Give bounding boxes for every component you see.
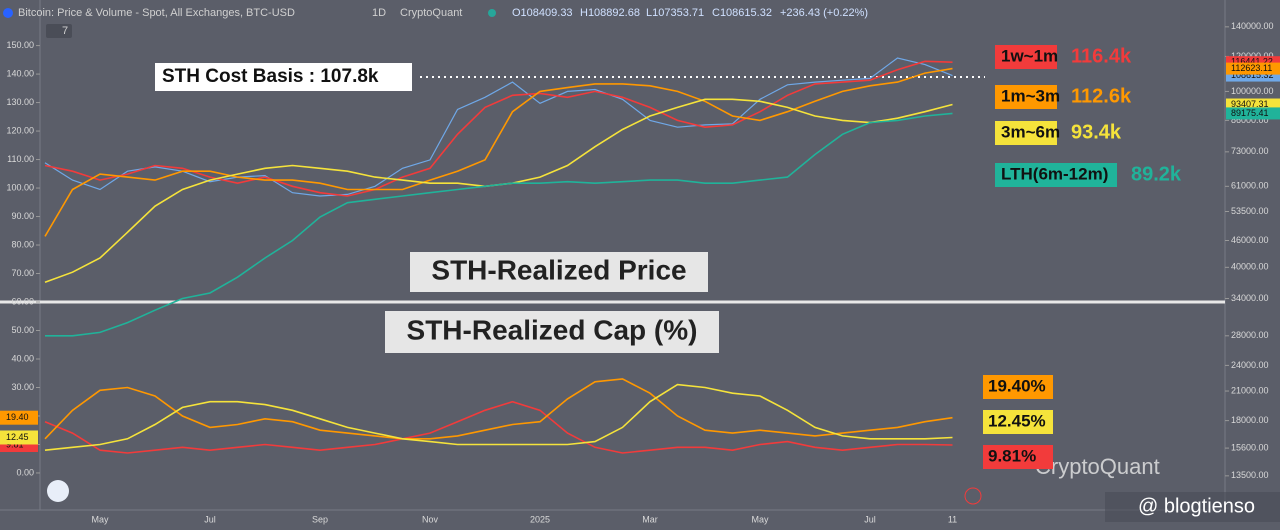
y-tick-label: 80.00 bbox=[11, 239, 34, 249]
cost-basis-label: STH Cost Basis : 107.8k bbox=[162, 66, 379, 87]
price-title: STH-Realized Price bbox=[431, 254, 686, 285]
y-value-label: 19.40 bbox=[6, 412, 29, 422]
y-tick-label: 120.00 bbox=[6, 125, 34, 135]
y2-tick-label: 15600.00 bbox=[1231, 442, 1269, 452]
header-open: O108409.33 bbox=[512, 7, 573, 19]
y2-value-box bbox=[1226, 62, 1280, 75]
home-button[interactable] bbox=[47, 480, 69, 502]
y2-value-label: 93407.31 bbox=[1231, 99, 1269, 109]
x-tick-label: May bbox=[751, 514, 769, 524]
x-tick-label: Jul bbox=[204, 514, 216, 524]
series-line bbox=[44, 378, 953, 440]
y2-tick-label: 46000.00 bbox=[1231, 235, 1269, 245]
y-tick-label: 100.00 bbox=[6, 182, 34, 192]
header-interval: 1D bbox=[372, 7, 386, 19]
y2-value-label: 89175.41 bbox=[1231, 108, 1269, 118]
y2-tick-label: 120000.00 bbox=[1231, 51, 1274, 61]
y2-value-label: 108615.32 bbox=[1231, 70, 1274, 80]
legend-box bbox=[995, 121, 1057, 145]
legend-name: 3m~6m bbox=[1001, 122, 1060, 141]
legend-name: 1w~1m bbox=[1001, 46, 1058, 65]
y2-tick-label: 73000.00 bbox=[1231, 146, 1269, 156]
x-tick-label: 2025 bbox=[530, 514, 550, 524]
y2-tick-label: 61000.00 bbox=[1231, 181, 1269, 191]
x-tick-label: Jul bbox=[864, 514, 876, 524]
logo bbox=[3, 8, 13, 18]
series-line bbox=[44, 400, 953, 454]
y-tick-label: 130.00 bbox=[6, 97, 34, 107]
y2-tick-label: 140000.00 bbox=[1231, 21, 1274, 31]
end-label-box bbox=[983, 445, 1053, 469]
header-high: H108892.68 bbox=[580, 7, 640, 19]
x-tick-label: May bbox=[91, 514, 109, 524]
series-line bbox=[45, 112, 953, 337]
cost-basis-box bbox=[155, 63, 412, 92]
credit: @ blogtienso bbox=[1138, 495, 1255, 517]
y2-value-label: 116441.22 bbox=[1231, 57, 1273, 67]
cap-title-box bbox=[385, 311, 719, 353]
y-tick-label: 30.00 bbox=[11, 382, 34, 392]
end-label: 12.45% bbox=[988, 411, 1046, 430]
y-tick-label: 110.00 bbox=[7, 154, 34, 164]
x-tick-label: Sep bbox=[312, 514, 328, 524]
y2-tick-label: 100000.00 bbox=[1231, 86, 1274, 96]
y-tick-label: 50.00 bbox=[11, 325, 34, 335]
x-tick-label: Nov bbox=[422, 514, 439, 524]
y-tick-label: 140.00 bbox=[6, 68, 34, 78]
credit-bg bbox=[1105, 492, 1280, 522]
cap-title: STH-Realized Cap (%) bbox=[407, 314, 698, 345]
y2-tick-label: 13500.00 bbox=[1231, 470, 1269, 480]
legend-name: 1m~3m bbox=[1001, 86, 1060, 105]
y-value-label: 12.45 bbox=[6, 432, 29, 442]
y-value-box bbox=[0, 410, 38, 425]
y2-tick-label: 53500.00 bbox=[1231, 206, 1269, 216]
y2-tick-label: 18000.00 bbox=[1231, 415, 1269, 425]
indicator-count: 7 bbox=[62, 25, 68, 37]
y-tick-label: 40.00 bbox=[11, 353, 34, 363]
indicator-toggle[interactable] bbox=[46, 24, 72, 38]
alert-icon bbox=[964, 487, 982, 505]
y2-tick-label: 86000.00 bbox=[1231, 115, 1269, 125]
y-tick-label: 90.00 bbox=[11, 211, 34, 221]
header-close: C108615.32 bbox=[712, 7, 772, 19]
y-tick-label: 150.00 bbox=[6, 40, 34, 50]
series-line bbox=[44, 67, 953, 237]
status-dot bbox=[488, 9, 496, 17]
legend-value: 93.4k bbox=[1071, 121, 1122, 143]
header-source: CryptoQuant bbox=[400, 7, 462, 19]
y-tick-label: 60.00 bbox=[11, 296, 34, 306]
x-tick-label: 11 bbox=[948, 514, 957, 524]
series-line bbox=[44, 60, 953, 197]
end-label: 9.81% bbox=[988, 446, 1036, 465]
series-line bbox=[44, 383, 953, 451]
y2-value-box bbox=[1226, 107, 1280, 120]
end-label: 19.40% bbox=[988, 376, 1046, 395]
end-label-box bbox=[983, 410, 1053, 434]
series-line bbox=[44, 57, 953, 197]
legend-value: 112.6k bbox=[1071, 85, 1132, 107]
y-value-box bbox=[0, 430, 38, 445]
price-title-box bbox=[410, 252, 708, 292]
header-change: +236.43 (+0.22%) bbox=[780, 7, 868, 19]
y-tick-label: 70.00 bbox=[11, 268, 34, 278]
x-tick-label: Mar bbox=[642, 514, 658, 524]
y2-tick-label: 28000.00 bbox=[1231, 330, 1269, 340]
legend-box bbox=[995, 85, 1057, 109]
header-low: L107353.71 bbox=[646, 7, 704, 19]
legend-value: 89.2k bbox=[1131, 163, 1182, 185]
end-label-box bbox=[983, 375, 1053, 399]
y2-tick-label: 21000.00 bbox=[1231, 385, 1269, 395]
y-tick-label: 0.00 bbox=[16, 467, 34, 477]
y2-tick-label: 40000.00 bbox=[1231, 262, 1269, 272]
legend-box bbox=[995, 163, 1117, 187]
legend-name: LTH(6m-12m) bbox=[1001, 164, 1108, 183]
header-title: Bitcoin: Price & Volume - Spot, All Exch… bbox=[18, 7, 295, 19]
y2-tick-label: 24000.00 bbox=[1231, 360, 1269, 370]
y2-tick-label: 34000.00 bbox=[1231, 293, 1269, 303]
legend-value: 116.4k bbox=[1071, 45, 1132, 67]
y2-value-label: 112623.11 bbox=[1231, 63, 1272, 73]
watermark: CryptoQuant bbox=[1035, 454, 1160, 479]
legend-box bbox=[995, 45, 1057, 69]
